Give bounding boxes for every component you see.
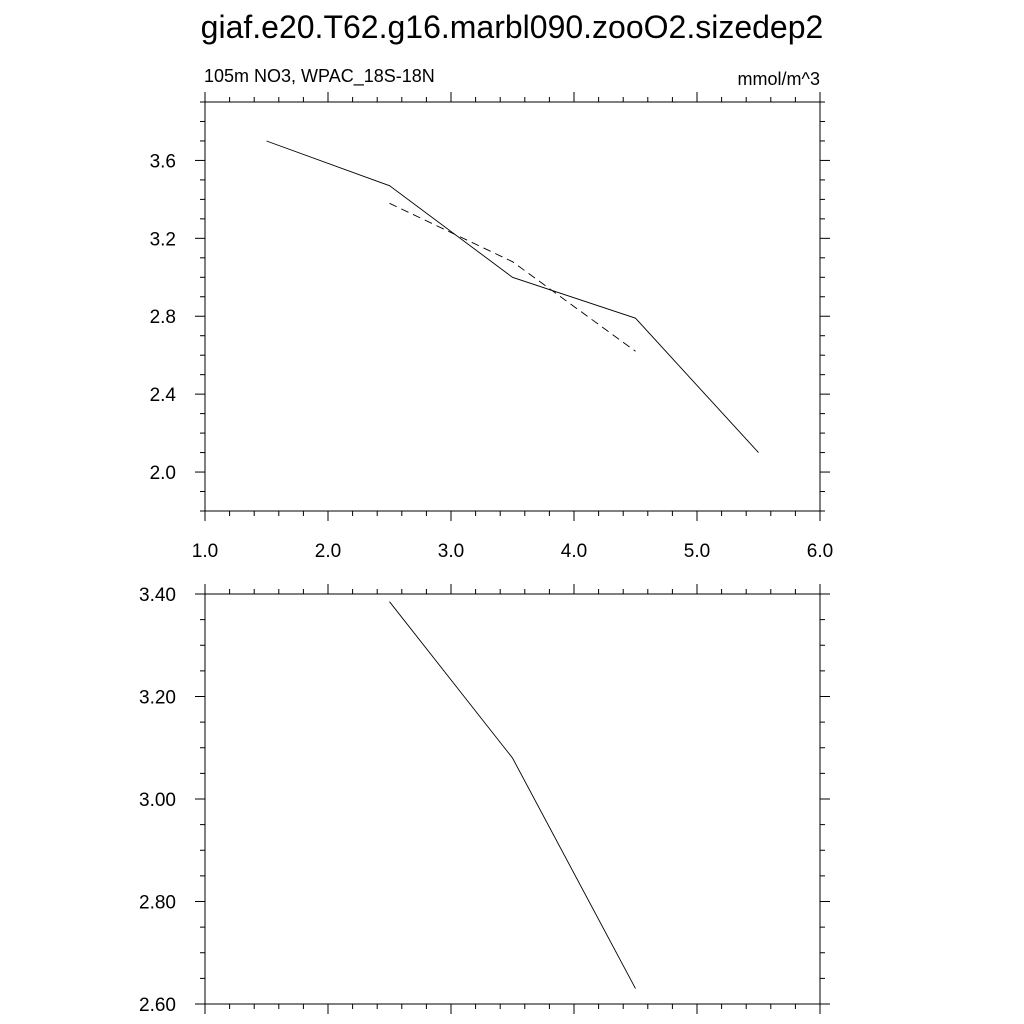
panel2-series xyxy=(389,601,636,989)
y-tick-label: 2.0 xyxy=(150,463,176,484)
series-line-solid xyxy=(389,601,636,989)
panel1-right-label: mmol/m^3 xyxy=(738,69,820,89)
y-tick-label: 2.80 xyxy=(139,893,176,914)
chart-title: giaf.e20.T62.g16.marbl090.zooO2.sizedep2 xyxy=(201,9,824,45)
y-tick-label: 2.8 xyxy=(150,307,176,328)
y-tick-label: 3.20 xyxy=(139,688,176,709)
panel1-left-label: 105m NO3, WPAC_18S-18N xyxy=(204,66,435,87)
y-tick-label: 3.2 xyxy=(150,229,176,250)
panel1-ticks: 1.0 2.0 3.0 4.0 5.0 6.0 2.0 2.4 2.8 3.2 3.6 xyxy=(150,92,833,562)
series-line-solid xyxy=(266,140,759,453)
y-tick-label: 2.4 xyxy=(150,385,177,406)
x-tick-label: 6.0 xyxy=(807,541,833,562)
panel1-series xyxy=(266,140,759,453)
series-line-dashed xyxy=(389,202,636,352)
y-tick-label: 3.00 xyxy=(139,790,176,811)
x-tick-label: 2.0 xyxy=(315,541,341,562)
x-tick-label: 4.0 xyxy=(561,541,587,562)
y-tick-label: 3.40 xyxy=(139,585,176,606)
y-tick-label: 3.6 xyxy=(150,151,176,172)
y-tick-label: 2.60 xyxy=(139,995,176,1016)
x-tick-label: 5.0 xyxy=(684,541,710,562)
panel2-ticks: 2.60 2.80 3.00 3.20 3.40 xyxy=(139,584,830,1016)
x-tick-label: 1.0 xyxy=(192,541,218,562)
panel2-frame xyxy=(204,593,821,1005)
x-tick-label: 3.0 xyxy=(438,541,464,562)
panel1-frame xyxy=(204,101,821,512)
